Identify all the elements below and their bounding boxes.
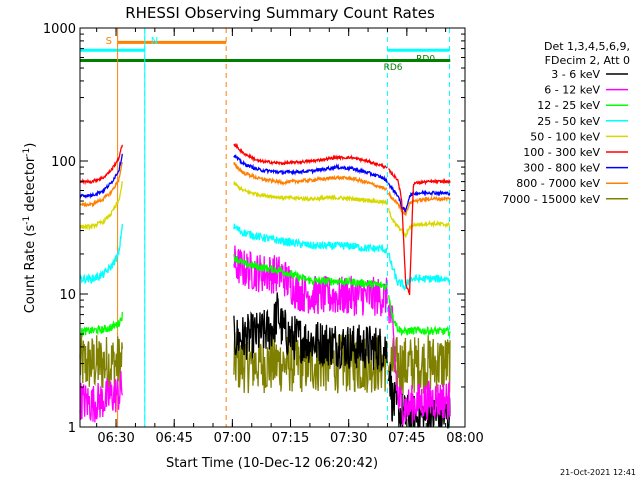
series-line-segment	[233, 254, 388, 291]
x-tick-label: 07:30	[330, 431, 367, 446]
series-line-segment	[387, 190, 451, 217]
legend-entry-label: 25 - 50 keV	[537, 115, 600, 128]
series-line-segment	[233, 161, 388, 192]
series-line-segment	[387, 182, 451, 213]
series-line-segment	[387, 252, 451, 292]
x-tick-label: 08:00	[446, 431, 483, 446]
region-label-rd0: RD0	[416, 55, 435, 65]
series-line-segment	[79, 223, 123, 285]
series-50-100kev	[79, 180, 451, 238]
x-tick-label: 07:15	[272, 431, 309, 446]
x-axis-label: Start Time (10-Dec-12 06:20:42)	[166, 456, 378, 471]
legend-entry-label: 50 - 100 keV	[530, 130, 600, 143]
series-line-segment	[79, 144, 123, 186]
legend-entry-label: 800 - 7000 keV	[516, 177, 600, 190]
series-line-segment	[387, 208, 451, 238]
legend: Det 1,3,4,5,6,9,FDecim 2, Att 03 - 6 keV…	[502, 40, 630, 206]
series-300-800kev	[79, 153, 451, 213]
chart-title: RHESSI Observing Summary Count Rates	[125, 4, 435, 22]
series-line-segment	[79, 162, 123, 208]
series-line-segment	[79, 153, 123, 200]
y-tick-label: 1	[68, 421, 76, 436]
series-line-segment	[233, 153, 388, 184]
series-line-segment	[79, 181, 123, 231]
legend-entry-label: 7000 - 15000 keV	[502, 193, 600, 206]
series-line-segment	[79, 333, 123, 394]
y-axis: 1 10 100 1000	[43, 22, 465, 436]
series-line-segment	[233, 245, 388, 317]
footer-date: 21-Oct-2021 12:41	[560, 468, 636, 477]
series-25-50kev	[79, 223, 451, 292]
legend-entry-label: 100 - 300 keV	[523, 146, 600, 159]
series-line-segment	[233, 223, 388, 254]
series-line-segment	[233, 142, 388, 170]
region-label-rd6: RD6	[384, 63, 403, 73]
y-tick-label: 10	[59, 288, 76, 303]
x-tick-label: 07:45	[388, 431, 425, 446]
plot-frame	[79, 27, 466, 428]
series-800-7000kev	[79, 161, 451, 217]
series-line-segment	[387, 301, 451, 426]
legend-header-line: FDecim 2, Att 0	[545, 54, 630, 67]
x-tick-label: 06:30	[97, 431, 134, 446]
x-axis: 06:30 06:45 07:00 07:15 07:30 07:45 08:00	[96, 28, 484, 446]
plot-area: S N RD0 RD6	[79, 28, 451, 430]
series-line-segment	[79, 371, 123, 423]
series-line-segment	[79, 311, 123, 338]
series-6-12kev	[79, 245, 451, 426]
series-12-25kev	[79, 254, 451, 338]
y-axis-label: Count Rate (s-1 detector-1)	[22, 143, 38, 314]
legend-entry-label: 6 - 12 keV	[544, 84, 600, 97]
series-line-segment	[388, 168, 451, 296]
y-tick-label: 100	[51, 155, 76, 170]
x-tick-label: 07:00	[214, 431, 251, 446]
attenuator-label-n: N	[151, 36, 158, 47]
series-line-segment	[233, 292, 388, 371]
legend-entry-label: 3 - 6 keV	[551, 68, 600, 81]
series-line-segment	[387, 295, 451, 337]
y-tick-label: 1000	[43, 22, 76, 37]
legend-entry-label: 300 - 800 keV	[523, 162, 600, 175]
series-100-300kev	[79, 142, 451, 296]
legend-entry-label: 12 - 25 keV	[537, 99, 600, 112]
series-line-segment	[233, 332, 388, 394]
series-line-segment	[233, 180, 388, 206]
x-tick-label: 06:45	[155, 431, 192, 446]
attenuator-label-s: S	[106, 36, 112, 47]
legend-header-line: Det 1,3,4,5,6,9,	[544, 40, 630, 53]
